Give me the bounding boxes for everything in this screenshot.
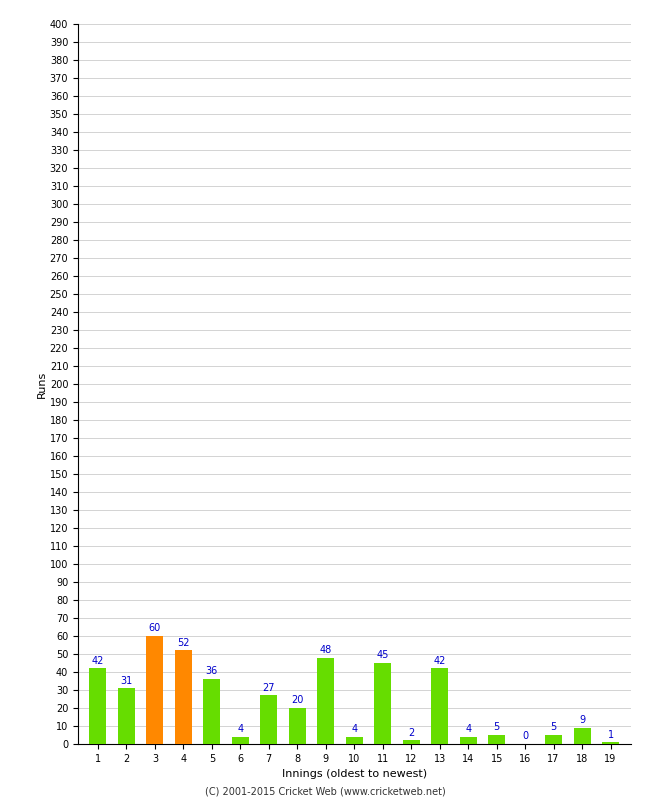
Bar bbox=[346, 737, 363, 744]
Text: 60: 60 bbox=[149, 623, 161, 634]
Bar bbox=[573, 728, 591, 744]
Bar bbox=[289, 708, 306, 744]
Bar bbox=[431, 668, 448, 744]
Text: 4: 4 bbox=[237, 724, 243, 734]
Text: 5: 5 bbox=[551, 722, 557, 732]
Text: 48: 48 bbox=[320, 645, 332, 655]
Bar bbox=[602, 742, 619, 744]
Bar bbox=[175, 650, 192, 744]
Bar bbox=[402, 741, 420, 744]
Text: 52: 52 bbox=[177, 638, 190, 648]
Bar bbox=[203, 679, 220, 744]
Text: 45: 45 bbox=[376, 650, 389, 660]
Y-axis label: Runs: Runs bbox=[37, 370, 47, 398]
Text: 31: 31 bbox=[120, 675, 133, 686]
Text: (C) 2001-2015 Cricket Web (www.cricketweb.net): (C) 2001-2015 Cricket Web (www.cricketwe… bbox=[205, 786, 445, 796]
Text: 9: 9 bbox=[579, 715, 585, 725]
Text: 2: 2 bbox=[408, 728, 414, 738]
Text: 1: 1 bbox=[608, 730, 614, 739]
Text: 4: 4 bbox=[465, 724, 471, 734]
Text: 5: 5 bbox=[493, 722, 500, 732]
Bar bbox=[488, 735, 505, 744]
Text: 20: 20 bbox=[291, 695, 304, 706]
Text: 42: 42 bbox=[92, 656, 104, 666]
Text: 36: 36 bbox=[206, 666, 218, 677]
Bar bbox=[146, 636, 163, 744]
Text: 0: 0 bbox=[522, 731, 528, 742]
Text: 27: 27 bbox=[263, 682, 275, 693]
Bar bbox=[118, 688, 135, 744]
Bar bbox=[90, 668, 107, 744]
Bar bbox=[374, 663, 391, 744]
Text: 4: 4 bbox=[351, 724, 358, 734]
Text: 42: 42 bbox=[434, 656, 446, 666]
Bar bbox=[460, 737, 476, 744]
Bar bbox=[260, 695, 278, 744]
Bar bbox=[317, 658, 334, 744]
X-axis label: Innings (oldest to newest): Innings (oldest to newest) bbox=[281, 770, 427, 779]
Bar bbox=[545, 735, 562, 744]
Bar bbox=[232, 737, 249, 744]
